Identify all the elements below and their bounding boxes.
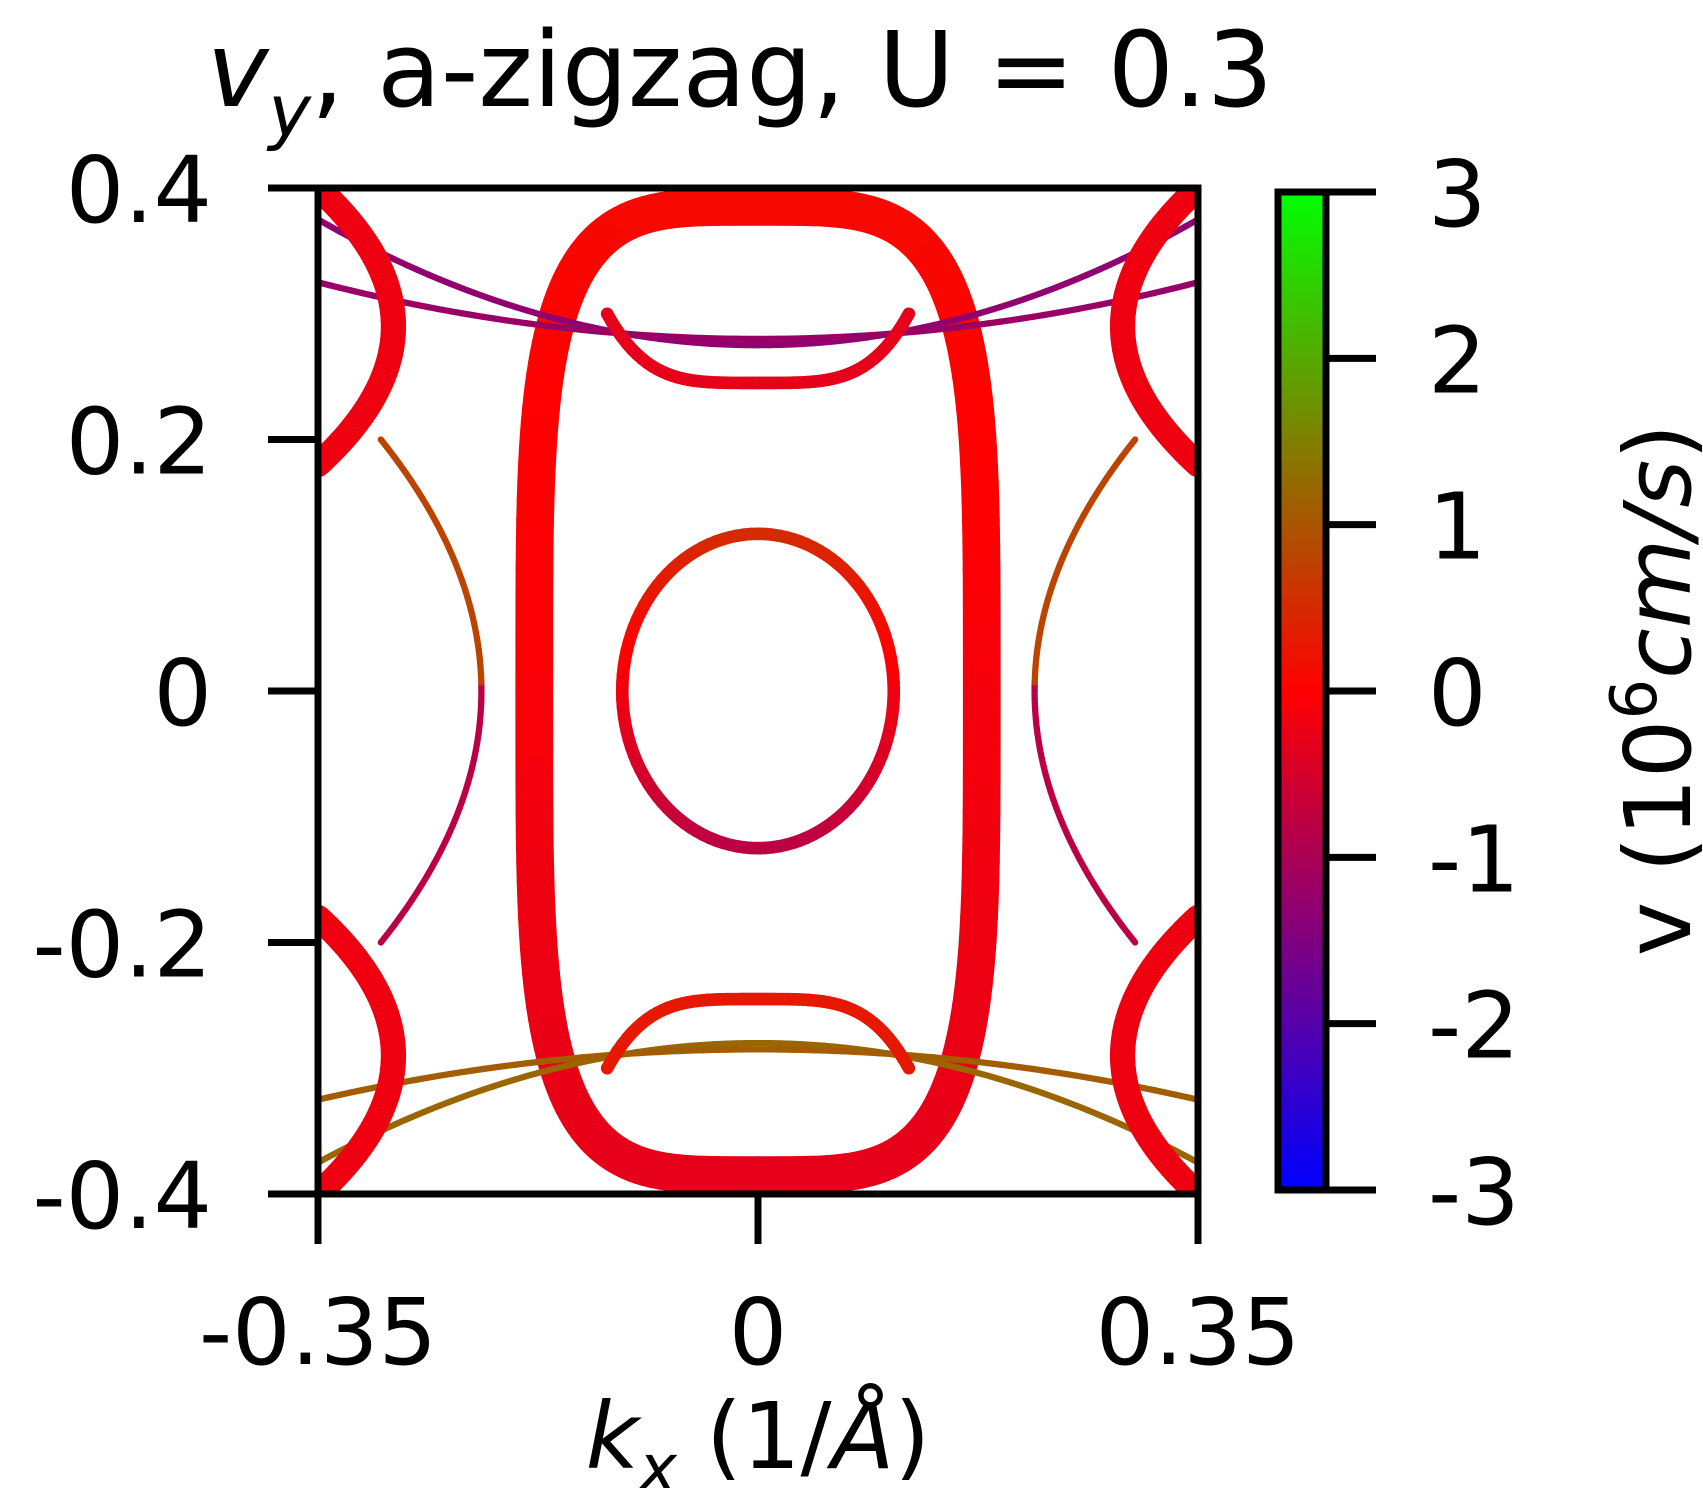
y-tick-label: -0.4 <box>32 1143 212 1250</box>
y-tick-label: 0 <box>153 640 212 747</box>
colorbar-label-suffix: ) <box>1605 424 1703 460</box>
data-layer <box>318 188 1198 1194</box>
colorbar <box>1274 188 1330 1194</box>
chart-title-subscript: y <box>266 69 312 153</box>
colorbar-label-exponent: 6 <box>1598 679 1672 720</box>
colorbar-tick-label: 1 <box>1428 474 1487 581</box>
colorbar-ticks: 3 2 1 0 -1 -2 -3 <box>1326 141 1520 1246</box>
x-tick-label: 0 <box>729 1279 788 1386</box>
chart-title-rest: , a-zigzag, U = 0.3 <box>311 9 1273 131</box>
x-tick-label: -0.35 <box>199 1279 437 1386</box>
colorbar-tick-label: 3 <box>1428 141 1487 248</box>
x-label-subscript: x <box>637 1432 678 1488</box>
x-label-prefix: (1/ <box>677 1383 832 1488</box>
y-tick-label: 0.4 <box>66 137 212 244</box>
colorbar-tick-label: 0 <box>1428 640 1487 747</box>
y-tick-label: -0.2 <box>32 892 212 999</box>
x-label-unit: Å <box>826 1382 894 1488</box>
colorbar-label: v (106cm/s) <box>1598 424 1703 956</box>
colorbar-label-prefix: v (10 <box>1605 720 1703 957</box>
colorbar-label-unit: cm/s <box>1605 460 1703 679</box>
colorbar-tick-label: -3 <box>1428 1139 1520 1246</box>
y-tick-label: 0.2 <box>66 389 212 496</box>
colorbar-tick-label: -1 <box>1428 806 1520 913</box>
colorbar-tick-label: 2 <box>1428 307 1487 414</box>
side-lens-band <box>377 436 391 452</box>
x-axis-label: kx (1/Å) <box>586 1382 931 1488</box>
inner-top-pocket-band <box>897 307 916 329</box>
x-axis: -0.35 0 0.35 <box>199 1194 1300 1386</box>
y-axis: -0.4 -0.2 0 0.2 0.4 <box>32 137 318 1250</box>
x-label-symbol: k <box>586 1383 643 1488</box>
side-lens-band <box>1125 436 1139 452</box>
x-label-suffix: ) <box>894 1383 930 1488</box>
colorbar-tick-label: -2 <box>1428 973 1520 1080</box>
inner-bottom-pocket-band <box>897 1053 916 1075</box>
chart-title: vy, a-zigzag, U = 0.3 <box>207 9 1273 153</box>
x-tick-label: 0.35 <box>1096 1279 1301 1386</box>
chart-title-symbol: v <box>207 9 270 131</box>
